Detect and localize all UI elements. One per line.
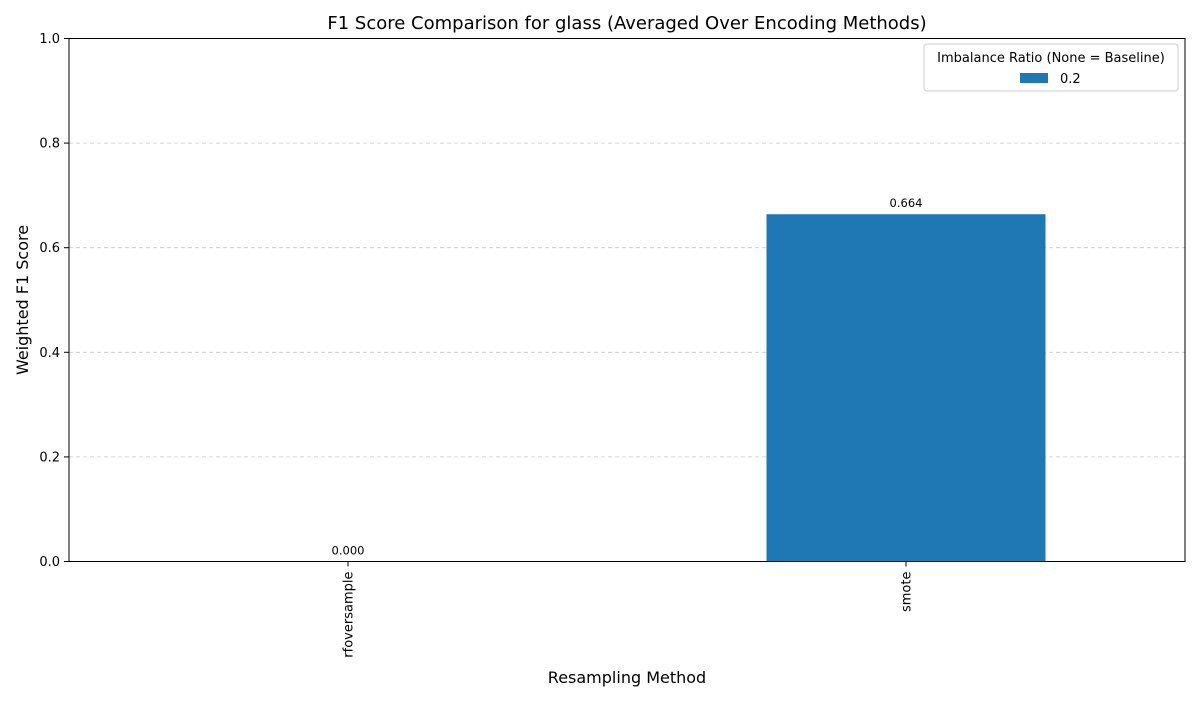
legend-swatch xyxy=(1020,73,1048,83)
y-axis-ticks: 0.0 0.2 0.4 0.6 0.8 1.0 xyxy=(39,32,69,570)
y-tick-label: 0.2 xyxy=(39,450,60,465)
x-tick-label: rfoversample xyxy=(342,572,357,658)
y-tick-label: 1.0 xyxy=(39,32,60,47)
data-labels: 0.000 0.664 xyxy=(332,196,923,557)
x-axis-label: Resampling Method xyxy=(548,668,706,687)
chart-title: F1 Score Comparison for glass (Averaged … xyxy=(327,13,926,34)
bar xyxy=(766,214,1046,562)
legend: Imbalance Ratio (None = Baseline) 0.2 xyxy=(923,43,1179,92)
y-tick-label: 0.4 xyxy=(39,346,60,361)
legend-entry-label: 0.2 xyxy=(1060,72,1081,87)
plot-frame xyxy=(68,38,1186,562)
y-tick-label: 0.6 xyxy=(39,241,60,256)
legend-frame xyxy=(923,43,1179,92)
bar-value-label: 0.000 xyxy=(332,544,365,558)
grid-lines xyxy=(69,142,1185,458)
y-axis-label: Weighted F1 Score xyxy=(13,225,32,375)
x-tick-label: smote xyxy=(900,572,915,613)
bars xyxy=(766,214,1046,562)
legend-title: Imbalance Ratio (None = Baseline) xyxy=(937,51,1165,66)
y-tick-label: 0.0 xyxy=(39,555,60,570)
y-tick-label: 0.8 xyxy=(39,137,60,152)
bar-value-label: 0.664 xyxy=(890,196,923,210)
x-axis-ticks: rfoversample smote xyxy=(342,561,915,658)
